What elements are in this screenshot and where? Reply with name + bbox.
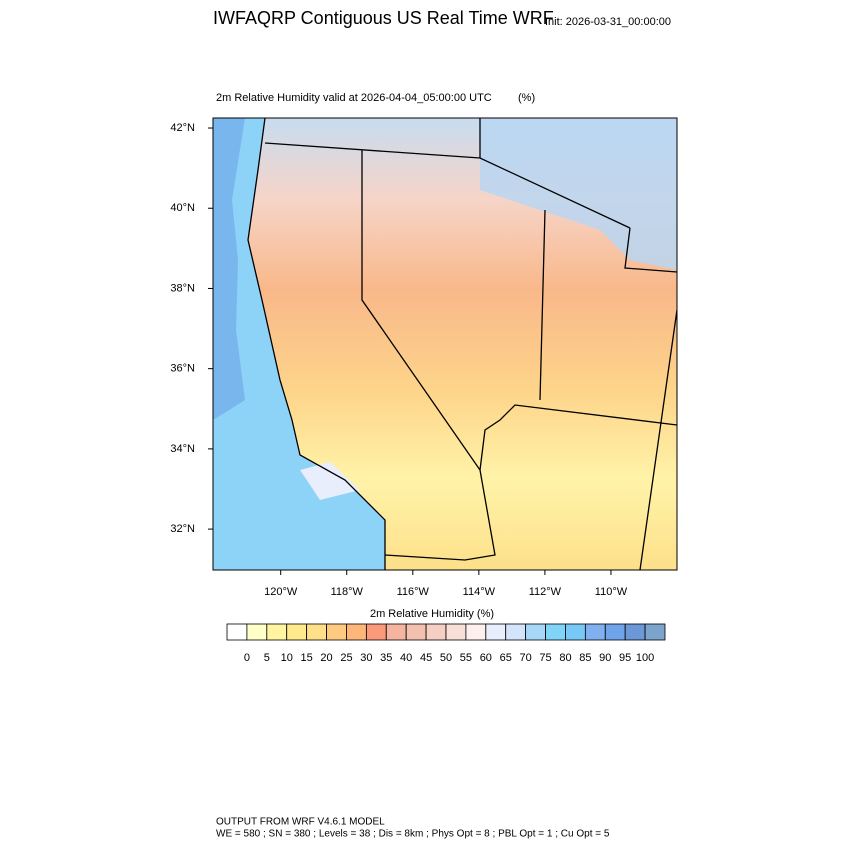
color-box	[485, 623, 507, 641]
colorbar-label: 80	[559, 652, 571, 664]
title: IWFAQRP Contiguous US Real Time WRF	[213, 8, 554, 28]
color-box	[624, 623, 646, 641]
color-box	[266, 623, 288, 641]
subtitle: 2m Relative Humidity valid at 2026-04-04…	[216, 92, 492, 104]
footer-line: WE = 580 ; SN = 380 ; Levels = 38 ; Dis …	[216, 829, 610, 840]
colorbar-label: 65	[500, 652, 512, 664]
lon-tick-label: 118°W	[331, 586, 364, 598]
ocean-deep	[213, 118, 245, 420]
color-box	[604, 623, 626, 641]
colorbar-label: 25	[340, 652, 352, 664]
color-box	[306, 623, 327, 641]
colorbar-label: 100	[636, 652, 654, 664]
lat-tick-label: 36°N	[170, 363, 195, 375]
humid-area	[300, 462, 360, 500]
color-box	[286, 623, 308, 641]
footer-line: OUTPUT FROM WRF V4.6.1 MODEL	[216, 817, 385, 828]
color-box	[584, 623, 606, 641]
color-box	[644, 623, 666, 641]
lat-tick-label: 34°N	[170, 443, 195, 455]
color-box	[346, 623, 367, 641]
colorbar-label: 15	[301, 652, 313, 664]
colorbar-label: 0	[244, 652, 250, 664]
colorbar-label: 45	[420, 652, 432, 664]
color-box	[246, 623, 268, 641]
colorbar-label: 75	[539, 652, 551, 664]
lat-tick-label: 38°N	[170, 282, 195, 294]
colorbar-label: 95	[619, 652, 631, 664]
land	[248, 118, 677, 570]
lat-tick-label: 40°N	[170, 202, 195, 214]
color-box	[545, 623, 566, 641]
color-box	[445, 623, 467, 641]
init-time: Init: 2026-03-31_00:00:00	[545, 16, 671, 28]
colorbar-label: 20	[320, 652, 332, 664]
map-field	[213, 118, 677, 570]
colorbar-label: 10	[281, 652, 293, 664]
colorbar-title: 2m Relative Humidity (%)	[370, 608, 494, 620]
humid-area	[480, 118, 677, 270]
lat-tick-label: 42°N	[170, 122, 195, 134]
colorbar-label: 90	[599, 652, 611, 664]
lon-tick-label: 120°W	[264, 586, 298, 598]
colorbar-label: 30	[360, 652, 372, 664]
color-box	[525, 623, 546, 641]
color-box	[405, 623, 427, 641]
color-box	[326, 623, 347, 641]
colorbar-label: 55	[460, 652, 472, 664]
borders	[247, 118, 677, 570]
colorbar-label: 85	[579, 652, 591, 664]
lon-tick-label: 110°W	[595, 586, 628, 598]
map-frame	[212, 117, 678, 571]
colorbar-label: 50	[440, 652, 452, 664]
color-box	[365, 623, 387, 641]
color-box	[425, 623, 447, 641]
colorbar-label: 35	[380, 652, 392, 664]
colorbar-label: 60	[480, 652, 492, 664]
color-box	[385, 623, 407, 641]
color-box	[505, 623, 527, 641]
lat-tick-label: 32°N	[170, 523, 195, 535]
colorbar-label: 70	[520, 652, 532, 664]
lon-tick-label: 112°W	[529, 586, 562, 598]
color-box	[565, 623, 586, 641]
color-box	[226, 623, 248, 641]
colorbar-label: 40	[400, 652, 412, 664]
color-box	[465, 623, 487, 641]
units: (%)	[518, 92, 535, 104]
lon-tick-label: 116°W	[397, 586, 430, 598]
colorbar-label: 5	[264, 652, 270, 664]
lon-tick-label: 114°W	[463, 586, 496, 598]
